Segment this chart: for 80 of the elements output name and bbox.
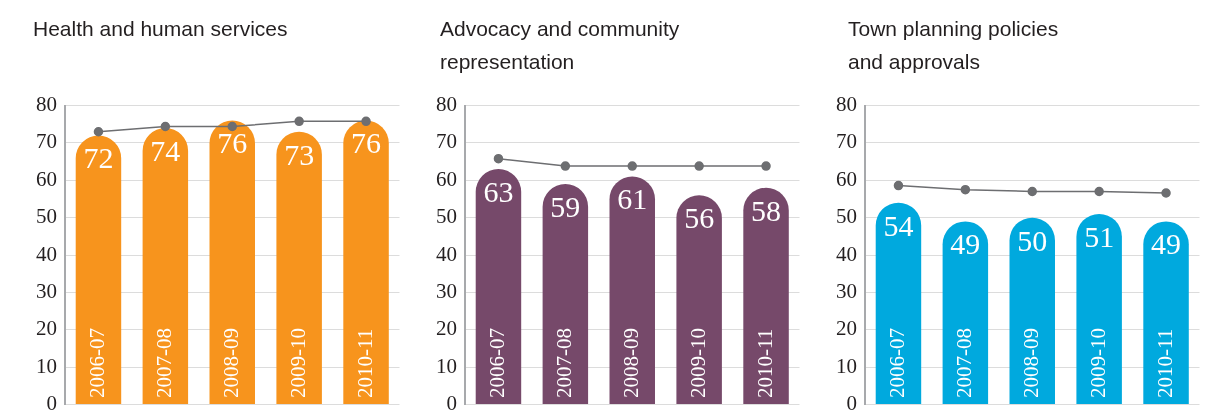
y-tick-label: 80 (436, 92, 457, 117)
point (294, 116, 304, 127)
data-label: 51 (1084, 219, 1115, 253)
y-tick-label: 40 (836, 241, 857, 266)
point (361, 116, 371, 127)
x-tick-label: 2007-08 (151, 327, 176, 398)
bar (276, 131, 322, 404)
bar (142, 128, 189, 404)
bar (75, 135, 122, 404)
data-label: 56 (684, 201, 715, 235)
data-label: 50 (1017, 223, 1048, 257)
x-tick-label: 2007-08 (951, 327, 976, 398)
bar (475, 169, 522, 404)
x-tick-label: 2009-10 (685, 327, 710, 398)
x-tick-label: 2007-08 (551, 327, 576, 398)
y-tick-label: 60 (836, 166, 857, 191)
data-label: 72 (83, 141, 114, 175)
y-tick-label: 50 (436, 204, 457, 229)
chart-title: Town planning policies and approvals (848, 16, 1060, 75)
x-tick-label: 2006-07 (84, 327, 109, 398)
y-tick-label: 0 (46, 390, 57, 415)
bar (343, 120, 389, 404)
bar (609, 176, 655, 404)
data-label: 58 (751, 193, 782, 227)
point (960, 184, 971, 195)
point (160, 121, 171, 132)
data-label: 63 (483, 174, 514, 208)
y-tick-label: 50 (36, 204, 57, 229)
chart-title: Health and human services (33, 16, 289, 42)
y-tick-label: 70 (36, 129, 57, 154)
point (227, 121, 237, 132)
y-tick-label: 0 (446, 390, 457, 415)
data-label: 61 (617, 182, 648, 216)
y-tick-label: 70 (836, 129, 857, 154)
y-tick-label: 10 (36, 353, 57, 378)
bar (542, 184, 589, 404)
point (1161, 188, 1171, 198)
x-tick-label: 2008-09 (1018, 327, 1043, 398)
data-label: 73 (284, 137, 315, 171)
data-label: 76 (217, 126, 248, 160)
point (93, 127, 104, 137)
data-label: 74 (150, 133, 181, 167)
y-tick-label: 10 (836, 353, 857, 378)
data-label: 49 (1151, 227, 1182, 261)
y-tick-label: 60 (436, 166, 457, 191)
y-tick-label: 40 (436, 241, 457, 266)
y-tick-label: 30 (436, 278, 457, 303)
y-tick-label: 30 (836, 278, 857, 303)
y-tick-label: 60 (36, 166, 57, 191)
y-tick-label: 20 (436, 316, 457, 341)
y-tick-label: 20 (36, 316, 57, 341)
data-label: 54 (883, 208, 914, 242)
x-tick-label: 2009-10 (285, 327, 310, 398)
x-tick-label: 2006-07 (484, 327, 509, 398)
y-tick-label: 50 (836, 204, 857, 229)
data-label: 49 (950, 227, 981, 261)
bar (676, 195, 722, 404)
y-tick-label: 30 (36, 278, 57, 303)
y-tick-label: 80 (36, 92, 57, 117)
x-tick-label: 2006-07 (884, 327, 909, 398)
x-tick-label: 2008-09 (218, 327, 243, 398)
y-tick-label: 20 (836, 316, 857, 341)
bar (209, 120, 255, 404)
x-tick-label: 2009-10 (1085, 327, 1110, 398)
x-tick-label: 2010-11 (352, 328, 377, 398)
data-label: 76 (351, 126, 382, 160)
chart-title: Advocacy and community representation (440, 16, 681, 75)
data-label: 59 (550, 189, 581, 223)
y-tick-label: 0 (846, 390, 857, 415)
x-tick-label: 2010-11 (752, 328, 777, 398)
y-tick-label: 40 (36, 241, 57, 266)
y-tick-label: 10 (436, 353, 457, 378)
point (1027, 186, 1037, 197)
point (893, 180, 904, 191)
y-tick-label: 80 (836, 92, 857, 117)
y-tick-label: 70 (436, 129, 457, 154)
point (1094, 186, 1104, 197)
x-tick-label: 2008-09 (618, 327, 643, 398)
bar (743, 187, 789, 404)
x-tick-label: 2010-11 (1152, 328, 1177, 398)
